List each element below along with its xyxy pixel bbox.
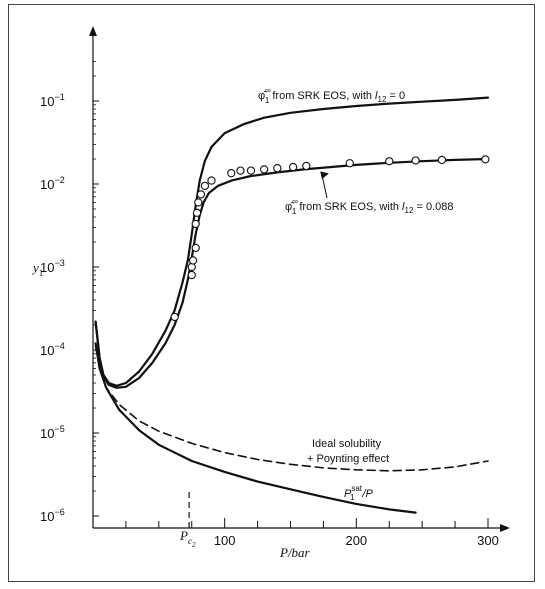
data-point [192, 208, 202, 217]
data-point [200, 181, 210, 190]
critical-pressure-label: Pc2 [179, 528, 196, 549]
y-axis-title: y1 [31, 260, 43, 278]
data-point [187, 262, 196, 272]
curve-srk-l12-0 [94, 96, 490, 387]
ticks: 10−6 10−5 10−4 10−3 10−2 10−1 100 200 300 [40, 60, 499, 548]
annotation-ideal-line2: + Poynting effect [307, 453, 389, 465]
y-axis-arrow [89, 26, 97, 36]
data-point [385, 157, 394, 166]
annotation-arrow [320, 171, 329, 199]
data-point [191, 243, 200, 253]
annotation-ideal-line1: Ideal solubility [312, 438, 382, 450]
data-point [345, 159, 354, 168]
y-tick-label: 10−2 [40, 175, 65, 192]
curve-psat [94, 342, 417, 514]
y-tick-label: 10−5 [40, 424, 65, 441]
data-point [260, 165, 269, 174]
x-axis-arrow [500, 524, 510, 532]
data-point [273, 164, 282, 173]
data-point [246, 166, 256, 175]
curves [94, 96, 490, 514]
data-point [236, 166, 245, 175]
data-point [411, 156, 420, 165]
data-point [302, 161, 311, 171]
data-point [288, 162, 298, 172]
annotation-l12-0: φ̂∞ 1 from SRK EOS, with l12 = 0 [258, 86, 405, 105]
data-point [191, 219, 200, 229]
x-tick-label: 300 [477, 533, 499, 548]
data-point [170, 312, 179, 322]
data-point [227, 169, 236, 178]
data-point [196, 190, 206, 199]
measured-points [170, 155, 490, 322]
data-point [207, 176, 216, 185]
x-axis-title: P/bar [279, 545, 311, 560]
data-point [187, 270, 196, 280]
y-tick-label: 10−4 [40, 341, 65, 358]
data-point [437, 155, 447, 165]
data-point [188, 256, 198, 265]
y-tick-label: 10−6 [40, 507, 65, 524]
x-tick-label: 200 [345, 533, 367, 548]
data-point [481, 155, 490, 164]
axes [89, 26, 510, 532]
annotation-l12-0088: φ̂∞ 1 from SRK EOS, with l12 = 0.088 [285, 197, 453, 216]
annotation-psat: Psat 1/P [344, 484, 374, 502]
y-tick-label: 10−3 [40, 258, 65, 275]
y-tick-label: 10−1 [40, 92, 65, 109]
data-point [194, 198, 203, 207]
curve-ideal-poynting [94, 345, 489, 472]
curve-srk-l12-0088 [94, 157, 490, 389]
x-tick-label: 100 [214, 533, 236, 548]
